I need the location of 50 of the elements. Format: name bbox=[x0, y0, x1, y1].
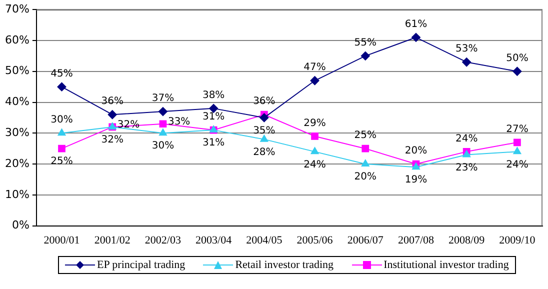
y-tick-label: 30% bbox=[4, 126, 30, 139]
data-label: 61% bbox=[404, 18, 428, 30]
legend-label: Retail investor trading bbox=[235, 259, 334, 271]
data-label: 25% bbox=[50, 156, 73, 168]
data-label: 27% bbox=[506, 124, 528, 135]
data-label: 37% bbox=[152, 93, 174, 104]
y-tick-label: 0% bbox=[12, 218, 30, 232]
data-label: 24% bbox=[455, 133, 478, 144]
data-label: 23% bbox=[455, 162, 478, 174]
data-label: 30% bbox=[152, 140, 174, 152]
data-label: 36% bbox=[253, 96, 276, 108]
data-label: 28% bbox=[253, 146, 276, 158]
data-label: 24% bbox=[506, 159, 528, 170]
x-tick-label: 2002/03 bbox=[144, 234, 182, 246]
legend-label: Institutional investor trading bbox=[384, 259, 509, 271]
x-tick-label: 2003/04 bbox=[196, 234, 232, 246]
x-tick-label: 2008/09 bbox=[448, 234, 486, 246]
data-label: 45% bbox=[50, 68, 73, 80]
data-label: 53% bbox=[455, 44, 478, 55]
x-tick-label: 2007/08 bbox=[398, 234, 435, 246]
x-tick-label: 2009/10 bbox=[499, 234, 536, 246]
legend-label: EP principal trading bbox=[97, 259, 186, 271]
data-label: 29% bbox=[304, 118, 326, 129]
data-label: 20% bbox=[354, 172, 376, 183]
data-label: 55% bbox=[354, 38, 376, 49]
y-tick-label: 20% bbox=[4, 156, 30, 170]
x-tick-label: 2006/07 bbox=[347, 234, 384, 246]
data-label: 25% bbox=[354, 130, 376, 142]
data-label: 32% bbox=[101, 134, 124, 146]
data-label: 36% bbox=[101, 96, 124, 108]
data-label: 20% bbox=[404, 146, 428, 157]
data-label: 31% bbox=[202, 138, 225, 149]
y-tick-label: 70% bbox=[4, 2, 30, 16]
data-label: 47% bbox=[304, 62, 326, 74]
data-label: 35% bbox=[253, 125, 276, 136]
y-tick-label: 60% bbox=[4, 33, 30, 46]
data-label: 31% bbox=[202, 112, 225, 123]
data-label: 38% bbox=[202, 90, 225, 102]
data-label: 19% bbox=[404, 174, 428, 186]
data-label: 30% bbox=[50, 114, 73, 126]
x-tick-label: 2001/02 bbox=[94, 234, 130, 246]
data-label: 33% bbox=[168, 116, 190, 128]
y-tick-label: 10% bbox=[4, 188, 30, 201]
data-label: 24% bbox=[304, 159, 326, 170]
y-tick-label: 40% bbox=[4, 95, 30, 108]
y-tick-label: 50% bbox=[4, 64, 30, 78]
x-tick-label: 2004/05 bbox=[246, 234, 283, 246]
x-tick-label: 2000/01 bbox=[44, 234, 80, 246]
x-tick-label: 2005/06 bbox=[296, 234, 334, 246]
data-label: 50% bbox=[506, 52, 528, 64]
